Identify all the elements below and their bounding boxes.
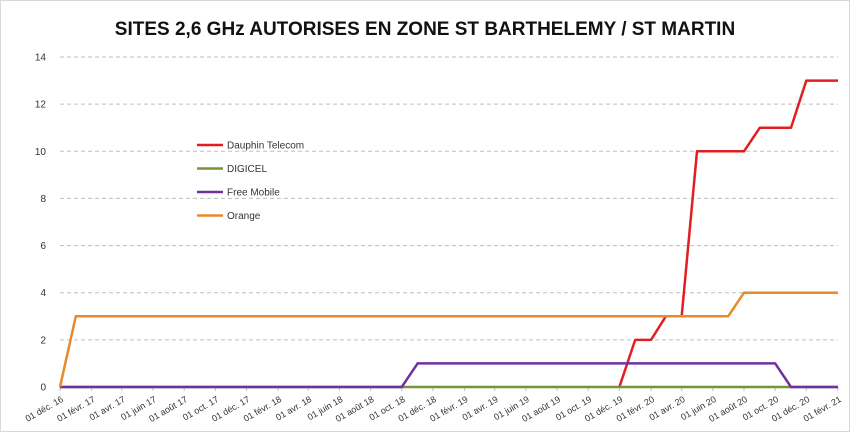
series-line: [58, 291, 838, 388]
y-tick-label: 8: [40, 194, 46, 205]
legend-label: Orange: [227, 211, 261, 222]
y-tick-label: 6: [40, 241, 46, 252]
legend-label: Dauphin Telecom: [227, 141, 304, 152]
y-tick-label: 10: [35, 147, 47, 158]
y-tick-label: 14: [35, 53, 47, 64]
legend-label: Free Mobile: [227, 188, 280, 199]
series-line: [618, 79, 838, 388]
y-tick-label: 12: [35, 100, 47, 111]
y-tick-label: 4: [40, 288, 46, 299]
series-line: [60, 362, 838, 389]
legend-label: DIGICEL: [227, 164, 267, 175]
chart-title: SITES 2,6 GHz AUTORISES EN ZONE ST BARTH…: [115, 19, 735, 40]
y-tick-label: 2: [40, 335, 46, 346]
y-tick-label: 0: [40, 383, 46, 394]
